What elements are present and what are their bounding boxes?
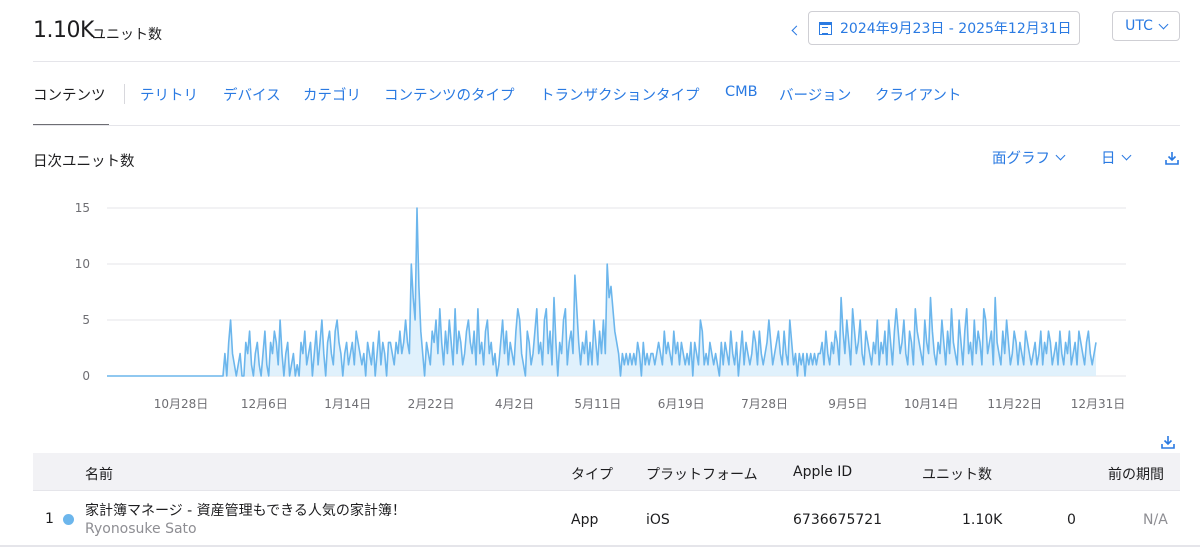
report-header: 1.10K ユニット数 2024年9月23日 - 2025年12月31日 UTC [0,0,1200,62]
date-range-picker[interactable]: 2024年9月23日 - 2025年12月31日 [808,11,1080,45]
row-rank: 1 [45,511,54,527]
calendar-icon [819,21,832,35]
tab-category[interactable]: カテゴリ [303,88,361,104]
row-units: 1.10K [962,512,1003,528]
chevron-down-icon [1121,150,1131,161]
x-tick-label: 6月19日 [658,397,705,411]
chart-type-select[interactable]: 面グラフ [992,147,1066,168]
column-type[interactable]: タイプ [571,467,613,483]
tab-territory[interactable]: テリトリ [140,88,198,104]
series-area [107,208,1096,376]
tab-transaction-type[interactable]: トランザクションタイプ [540,88,700,104]
chevron-down-icon [1055,150,1066,161]
timezone-label: UTC [1125,18,1153,34]
tab-content[interactable]: コンテンツ [33,88,106,104]
chart-title: 日次ユニット数 [33,154,135,170]
timezone-select[interactable]: UTC [1112,11,1180,41]
x-tick-label: 5月11日 [574,397,621,411]
total-units-value: 1.10K [33,18,94,43]
table-header: 名前 タイプ プラットフォーム Apple ID ユニット数 前の期間 [33,453,1180,491]
tabs-divider [33,125,1180,126]
row-previous-period: 0 [1067,512,1076,528]
row-apple-id: 6736675721 [793,512,883,528]
interval-label: 日 [1101,151,1116,167]
y-tick-label: 5 [82,313,90,327]
tab-client[interactable]: クライアント [875,88,962,104]
column-name[interactable]: 名前 [85,467,113,483]
series-color-dot [63,514,74,525]
x-tick-label: 10月28日 [154,397,209,411]
row-developer: Ryonosuke Sato [85,521,197,537]
total-units-label: ユニット数 [92,27,162,43]
date-range-label: 2024年9月23日 - 2025年12月31日 [840,21,1072,37]
tab-device[interactable]: デバイス [223,88,281,104]
row-app-name[interactable]: 家計簿マネージ - 資産管理もできる人気の家計簿！ [85,503,406,519]
row-change: N/A [1143,512,1168,528]
y-tick-label: 0 [82,369,90,383]
chart-download-icon[interactable] [1164,150,1180,166]
header-divider [33,61,1180,62]
chevron-down-icon [1158,19,1169,29]
x-tick-label: 7月28日 [741,397,788,411]
x-tick-label: 12月31日 [1071,397,1126,411]
daily-units-chart: 0 5 10 15 10月28日 12月6日 1月14日 2月22日 4月2日 5月11日 6月19… [75,201,1126,411]
x-tick-label: 4月2日 [495,397,534,411]
series-line [107,207,1097,377]
tab-cmb[interactable]: CMB [725,84,758,100]
chevron-left-icon [791,25,802,36]
interval-select[interactable]: 日 [1101,147,1131,168]
dimension-tabs: コンテンツ テリトリ デバイス カテゴリ コンテンツのタイプ トランザクションタ… [33,62,1180,126]
tab-version[interactable]: バージョン [779,88,852,104]
row-platform: iOS [646,512,670,528]
y-tick-label: 10 [75,257,90,271]
y-tick-label: 15 [75,201,90,215]
column-apple-id[interactable]: Apple ID [793,464,853,480]
row-type: App [571,512,599,528]
tab-separator [124,84,125,104]
x-tick-label: 1月14日 [324,397,371,411]
x-tick-label: 2月22日 [408,397,455,411]
x-tick-label: 11月22日 [987,397,1042,411]
page-bottom-border [0,545,1200,547]
table-download-icon[interactable] [1160,434,1176,450]
chart-type-label: 面グラフ [992,151,1050,167]
column-previous-period[interactable]: 前の期間 [1108,467,1164,483]
column-platform[interactable]: プラットフォーム [646,467,758,483]
previous-period-button[interactable] [791,19,802,38]
tab-content-type[interactable]: コンテンツのタイプ [384,88,515,104]
x-tick-label: 9月5日 [828,397,867,411]
x-tick-label: 10月14日 [904,397,959,411]
table-row[interactable]: 1 家計簿マネージ - 資産管理もできる人気の家計簿！ Ryonosuke Sa… [33,491,1180,547]
column-units[interactable]: ユニット数 [922,467,992,483]
x-tick-label: 12月6日 [241,397,288,411]
